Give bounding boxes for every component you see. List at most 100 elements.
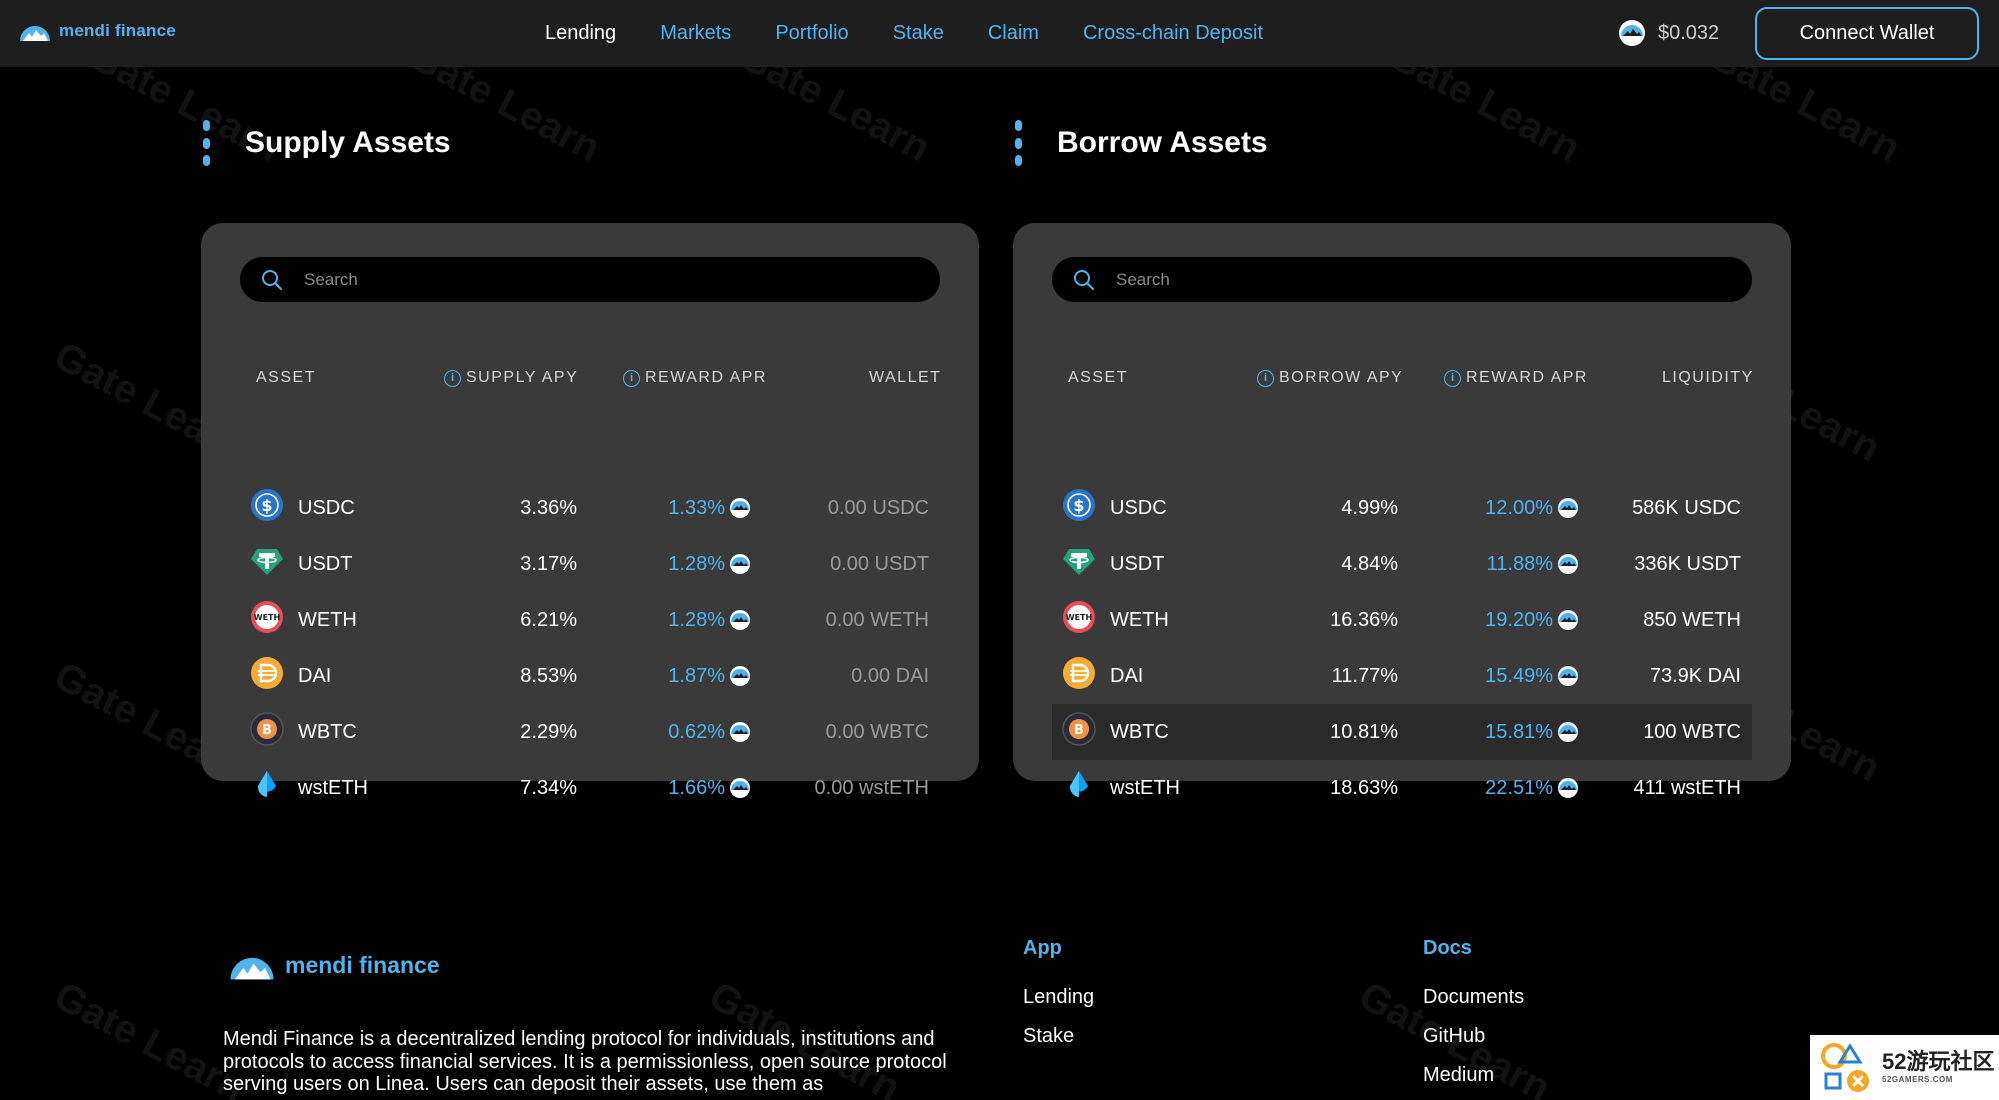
mendi-reward-icon <box>730 722 750 742</box>
table-row[interactable]: B WBTC 2.29% 0.62% 0.00 WBTC <box>240 704 940 760</box>
table-row[interactable]: B WBTC 10.81% 15.81% 100 WBTC <box>1052 704 1752 760</box>
corner-site-logo: 52游玩社区 52GAMERS.COM <box>1810 1035 1999 1100</box>
info-icon[interactable]: i <box>1444 369 1461 387</box>
apy-value: 2.29% <box>520 720 577 743</box>
apy-value: 18.63% <box>1330 776 1398 799</box>
supply-table-header: ASSET i SUPPLY APY i REWARD APR WALLET <box>201 369 979 397</box>
reward-apr-value: 1.66% <box>668 760 751 816</box>
usdt-icon <box>1062 544 1096 584</box>
table-row[interactable]: WETH WETH 16.36% 19.20% 850 WETH <box>1052 592 1752 648</box>
column-header-liquidity[interactable]: LIQUIDITY <box>1662 369 1754 386</box>
gamepad-buttons-icon <box>1821 1042 1869 1092</box>
reward-apr-text: 11.88% <box>1486 552 1553 575</box>
table-row[interactable]: USDT 4.84% 11.88% 336K USDT <box>1052 536 1752 592</box>
supply-search-bar[interactable] <box>240 257 940 302</box>
column-header-wallet[interactable]: WALLET <box>869 369 942 386</box>
column-header-supply-apy[interactable]: i SUPPLY APY <box>444 369 578 387</box>
brand-logo-link[interactable]: mendi finance <box>19 20 176 42</box>
wallet-balance: 0.00 USDT <box>830 552 929 575</box>
svg-text:WETH: WETH <box>1066 613 1092 622</box>
search-icon <box>262 269 282 290</box>
footer-brand[interactable]: mendi finance <box>229 949 440 981</box>
footer-link-github[interactable]: GitHub <box>1423 1025 1486 1047</box>
reward-apr-value: 1.28% <box>668 536 751 592</box>
supply-section-header: Supply Assets <box>203 120 451 166</box>
corner-logo-domain: 52GAMERS.COM <box>1882 1075 1953 1084</box>
supply-search-input[interactable] <box>304 269 904 290</box>
reward-apr-value: 15.49% <box>1485 648 1579 704</box>
svg-text:$: $ <box>1073 496 1084 515</box>
table-row[interactable]: wstETH 18.63% 22.51% 411 wstETH <box>1052 760 1752 816</box>
nav-markets[interactable]: Markets <box>660 22 732 44</box>
watermark: Gate Learn <box>47 973 253 1100</box>
apy-value: 11.77% <box>1331 664 1398 687</box>
search-icon <box>1074 269 1094 290</box>
footer-app-links: App Lending Stake <box>1023 937 1094 1064</box>
column-header-borrow-apy[interactable]: i BORROW APY <box>1257 369 1403 387</box>
nav-portfolio[interactable]: Portfolio <box>775 22 849 44</box>
column-header-reward-apr[interactable]: i REWARD APR <box>623 369 767 387</box>
asset-name: WBTC <box>298 720 357 743</box>
mendi-reward-icon <box>1558 778 1578 798</box>
asset-name: WBTC <box>1110 720 1169 743</box>
corner-logo-title: 52游玩社区 <box>1882 1049 1995 1074</box>
nav-stake[interactable]: Stake <box>892 22 944 44</box>
wallet-balance: 0.00 WBTC <box>825 720 929 743</box>
reward-apr-value: 19.20% <box>1485 592 1579 648</box>
wsteth-icon <box>250 768 284 808</box>
borrow-section-header: Borrow Assets <box>1015 120 1268 166</box>
footer-link-documents[interactable]: Documents <box>1423 986 1525 1008</box>
mendi-token-icon <box>1619 20 1645 46</box>
table-row[interactable]: $ USDC 3.36% 1.33% 0.00 USDC <box>240 480 940 536</box>
connect-wallet-button[interactable]: Connect Wallet <box>1755 7 1979 60</box>
table-row[interactable]: DAI 11.77% 15.49% 73.9K DAI <box>1052 648 1752 704</box>
weth-icon: WETH <box>250 600 284 640</box>
mendi-reward-icon <box>730 498 750 518</box>
dai-icon <box>1062 656 1096 696</box>
info-icon[interactable]: i <box>623 369 640 387</box>
mendi-logo-icon <box>20 26 50 41</box>
column-header-reward-apr[interactable]: i REWARD APR <box>1444 369 1588 387</box>
column-header-asset[interactable]: ASSET <box>1068 369 1128 386</box>
mendi-reward-icon <box>730 666 750 686</box>
liquidity-value: 336K USDT <box>1634 552 1741 575</box>
nav-cross-chain-deposit[interactable]: Cross-chain Deposit <box>1082 22 1264 44</box>
reward-apr-text: 1.87% <box>668 664 725 687</box>
borrow-table-header: ASSET i BORROW APY i REWARD APR LIQUIDITY <box>1013 369 1791 397</box>
table-row[interactable]: wstETH 7.34% 1.66% 0.00 wstETH <box>240 760 940 816</box>
svg-text:$: $ <box>261 496 272 515</box>
reward-apr-text: 15.49% <box>1485 664 1553 687</box>
wallet-balance: 0.00 USDC <box>827 496 929 519</box>
table-row[interactable]: DAI 8.53% 1.87% 0.00 DAI <box>240 648 940 704</box>
apy-value: 4.99% <box>1341 496 1398 519</box>
apy-value: 10.81% <box>1330 720 1398 743</box>
main-nav: Lending Markets Portfolio Stake Claim Cr… <box>545 0 1263 67</box>
reward-apr-text: 0.62% <box>668 720 725 743</box>
svg-text:WETH: WETH <box>254 613 280 622</box>
footer-brand-name: mendi finance <box>285 951 440 978</box>
footer-docs-links: Docs Documents GitHub Medium <box>1423 937 1524 1100</box>
apy-value: 16.36% <box>1330 608 1398 631</box>
footer-link-lending[interactable]: Lending <box>1023 986 1095 1008</box>
wallet-balance: 0.00 wstETH <box>814 776 929 799</box>
table-row[interactable]: WETH WETH 6.21% 1.28% 0.00 WETH <box>240 592 940 648</box>
info-icon[interactable]: i <box>1257 369 1274 387</box>
column-header-asset[interactable]: ASSET <box>256 369 316 386</box>
borrow-search-bar[interactable] <box>1052 257 1752 302</box>
asset-cell: USDT <box>1062 536 1164 592</box>
asset-name: WETH <box>1110 608 1169 631</box>
usdc-icon: $ <box>1062 488 1096 528</box>
table-row[interactable]: $ USDC 4.99% 12.00% 586K USDC <box>1052 480 1752 536</box>
info-icon[interactable]: i <box>444 369 461 387</box>
borrow-search-input[interactable] <box>1116 269 1716 290</box>
apy-value: 3.36% <box>520 496 577 519</box>
footer-link-stake[interactable]: Stake <box>1023 1025 1075 1047</box>
usdc-icon: $ <box>250 488 284 528</box>
asset-cell: wstETH <box>1062 760 1180 816</box>
footer-link-medium[interactable]: Medium <box>1423 1064 1495 1086</box>
table-row[interactable]: USDT 3.17% 1.28% 0.00 USDT <box>240 536 940 592</box>
nav-claim[interactable]: Claim <box>987 22 1039 44</box>
asset-name: wstETH <box>1110 776 1180 799</box>
nav-lending[interactable]: Lending <box>545 22 617 44</box>
